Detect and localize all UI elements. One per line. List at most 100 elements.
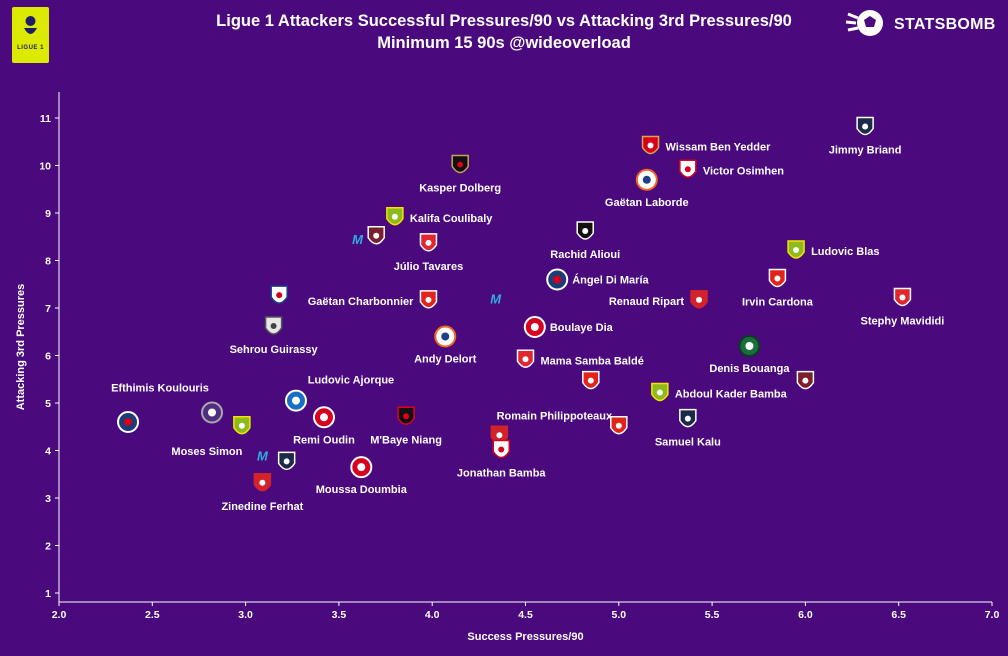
- data-point-label: Zinedine Ferhat: [221, 501, 303, 513]
- data-point-amiens-badge: [264, 316, 283, 335]
- x-tick-label: 3.5: [332, 609, 347, 621]
- club-badge-emblem: [457, 161, 464, 168]
- club-badge-emblem: [259, 479, 266, 486]
- data-point-guingamp-badge: [787, 240, 805, 259]
- data-point-label: Sehrou Guirassy: [230, 344, 319, 356]
- data-point-label: Abdoul Kader Bamba: [675, 389, 788, 401]
- y-tick-label: 8: [45, 256, 51, 268]
- y-tick-label: 6: [45, 351, 51, 363]
- data-point-label: Renaud Ripart: [609, 296, 685, 308]
- y-axis-label: Attacking 3rd Pressures: [15, 284, 27, 411]
- data-point-label: Mama Samba Baldé: [541, 355, 644, 367]
- data-point-brest-badge: [610, 416, 628, 435]
- y-tick-label: 10: [39, 161, 51, 173]
- data-point-label: Kasper Dolberg: [419, 183, 501, 195]
- ligue1-logo-text: LIGUE 1: [17, 45, 44, 51]
- club-badge-emblem: [862, 123, 869, 130]
- data-point-label: Boulaye Dia: [550, 322, 614, 334]
- data-point-label: Júlio Tavares: [394, 261, 464, 273]
- data-point-bordeaux-badge: [277, 451, 296, 471]
- club-badge-emblem: [391, 213, 398, 220]
- data-point-lyon-badge: [270, 285, 288, 304]
- data-point-label: Victor Osimhen: [703, 165, 784, 177]
- data-point-label: Stephy Mavididi: [861, 316, 945, 328]
- data-point-label: Ángel Di María: [572, 274, 649, 287]
- data-point-reims-badge: [312, 406, 335, 429]
- data-point-label: Rachid Alioui: [550, 249, 620, 261]
- y-tick-label: 9: [45, 208, 51, 220]
- club-badge-center: [291, 396, 300, 405]
- data-point-psg-badge: [117, 411, 140, 433]
- data-point-brest-badge: [768, 268, 787, 288]
- data-point-brest-badge: [582, 370, 600, 390]
- data-point-metz-badge: [796, 370, 815, 390]
- club-badge-emblem: [802, 377, 809, 384]
- y-tick-label: 1: [45, 588, 51, 600]
- y-tick-label: 4: [45, 446, 51, 458]
- x-tick-label: 4.5: [518, 609, 533, 621]
- data-point-label: Moses Simon: [171, 446, 242, 458]
- club-badge-center: [319, 413, 328, 422]
- data-point-strasbourg-badge: [284, 389, 307, 412]
- data-point-label: Gaëtan Charbonnier: [308, 296, 414, 308]
- x-tick-label: 5.5: [705, 609, 720, 621]
- data-point-label: Romain Philippoteaux: [497, 410, 613, 422]
- data-point-reims-badge: [350, 456, 373, 479]
- x-tick-label: 5.0: [611, 609, 626, 621]
- club-badge-emblem: [684, 415, 691, 422]
- data-point-montpellier-badge: [635, 168, 658, 191]
- statsbomb-logo: STATSBOMB: [845, 8, 1006, 40]
- chart-points: Jimmy Briand Wissam Ben Yedder Victor Osim…: [111, 116, 945, 513]
- data-point-label: Kalifa Coulibaly: [410, 213, 493, 225]
- ligue1-logo: LIGUE 1: [12, 7, 49, 63]
- data-point-reims-badge: [523, 316, 546, 338]
- club-badge-center: [642, 175, 651, 184]
- club-badge-emblem: [793, 247, 800, 253]
- club-badge-emblem: [498, 446, 505, 453]
- chart-title-line1: Ligue 1 Attackers Successful Pressures/9…: [216, 12, 792, 30]
- data-point-saint-etienne-badge: [738, 335, 761, 357]
- club-badge-emblem: [425, 296, 432, 303]
- data-point-monaco-badge: [641, 135, 660, 155]
- club-badge-center: [357, 463, 366, 472]
- data-point-marseille-badge: Μ: [352, 232, 364, 247]
- club-badge-emblem: [425, 239, 432, 246]
- club-badge-emblem: [696, 296, 703, 303]
- club-badge-mark: Μ: [257, 448, 269, 463]
- club-badge-emblem: [684, 166, 691, 173]
- ligue1-ball-icon: [24, 16, 37, 34]
- data-point-dijon-badge: [419, 233, 438, 252]
- club-badge-emblem: [899, 294, 906, 301]
- data-point-label: Gaëtan Laborde: [605, 197, 689, 209]
- chart-header: LIGUE 1 Ligue 1 Attackers Successful Pre…: [0, 0, 1008, 63]
- data-point-nantes-badge: [233, 416, 251, 435]
- y-tick-label: 7: [45, 303, 51, 315]
- club-badge-emblem: [270, 323, 277, 329]
- data-point-rennes-badge: [397, 406, 415, 425]
- x-tick-label: 3.0: [238, 609, 253, 621]
- data-point-nimes-badge: [253, 473, 272, 492]
- chart-axes: 2.0 2.5 3.0 3.5 4.0 4.5 5.0 5.5 6.0 6.5 7.0 1 2 3 4 5 6 7…: [15, 92, 999, 643]
- data-point-angers-badge: [576, 221, 594, 240]
- club-badge-emblem: [373, 232, 380, 239]
- data-point-nimes-badge: [690, 290, 708, 309]
- data-point-psg-badge: [546, 268, 569, 291]
- y-tick-label: 11: [40, 113, 51, 125]
- club-badge-center: [441, 332, 450, 341]
- club-badge-emblem: [774, 275, 781, 282]
- y-tick-label: 2: [45, 541, 51, 553]
- data-point-label: Samuel Kalu: [655, 437, 721, 449]
- x-tick-label: 4.0: [425, 609, 440, 621]
- club-badge-center: [745, 342, 754, 350]
- x-tick-label: 7.0: [985, 609, 1000, 621]
- data-point-label: Ludovic Blas: [811, 246, 879, 258]
- data-point-lille-badge: [679, 159, 697, 178]
- data-point-label: Denis Bouanga: [709, 363, 790, 375]
- x-axis-label: Success Pressures/90: [467, 631, 583, 643]
- club-badge-mark: Μ: [352, 232, 364, 247]
- data-point-label: Jonathan Bamba: [457, 468, 547, 480]
- x-tick-label: 2.0: [52, 609, 67, 621]
- data-point-label: Wissam Ben Yedder: [666, 142, 772, 154]
- statsbomb-ball-icon: [845, 10, 883, 36]
